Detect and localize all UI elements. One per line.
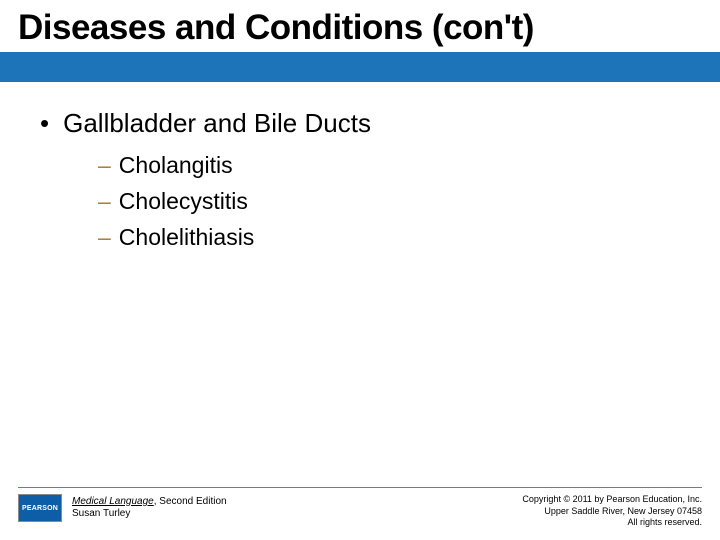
copyright-line: All rights reserved. <box>627 517 702 527</box>
title-underline-bar <box>0 52 720 82</box>
book-title: Medical Language <box>72 496 154 507</box>
copyright-line: Upper Saddle River, New Jersey 07458 <box>544 506 702 516</box>
pearson-logo-text: PEARSON <box>22 505 58 512</box>
sub-item-text: Cholecystitis <box>119 187 248 217</box>
sub-item: – Cholecystitis <box>98 187 680 217</box>
footer-left: PEARSON Medical Language, Second Edition… <box>18 494 227 522</box>
title-block: Diseases and Conditions (con't) <box>0 0 720 52</box>
pearson-logo: PEARSON <box>18 494 62 522</box>
sub-dash-icon: – <box>98 151 111 181</box>
book-author: Susan Turley <box>72 508 130 519</box>
footer-divider <box>18 487 702 488</box>
sub-dash-icon: – <box>98 223 111 253</box>
sub-item: – Cholangitis <box>98 151 680 181</box>
bullet-text: Gallbladder and Bile Ducts <box>63 108 371 139</box>
copyright-line: Copyright © 2011 by Pearson Education, I… <box>522 494 702 504</box>
sub-dash-icon: – <box>98 187 111 217</box>
footer: PEARSON Medical Language, Second Edition… <box>0 487 720 528</box>
footer-inner: PEARSON Medical Language, Second Edition… <box>18 494 702 528</box>
book-edition: , Second Edition <box>154 496 227 507</box>
footer-right: Copyright © 2011 by Pearson Education, I… <box>522 494 702 528</box>
content-area: • Gallbladder and Bile Ducts – Cholangit… <box>0 82 720 253</box>
sub-list: – Cholangitis – Cholecystitis – Cholelit… <box>40 151 680 253</box>
book-info: Medical Language, Second Edition Susan T… <box>72 496 227 521</box>
bullet-marker: • <box>40 108 49 139</box>
bullet-row: • Gallbladder and Bile Ducts <box>40 108 680 139</box>
sub-item: – Cholelithiasis <box>98 223 680 253</box>
sub-item-text: Cholelithiasis <box>119 223 255 253</box>
sub-item-text: Cholangitis <box>119 151 233 181</box>
slide-title: Diseases and Conditions (con't) <box>18 8 702 48</box>
